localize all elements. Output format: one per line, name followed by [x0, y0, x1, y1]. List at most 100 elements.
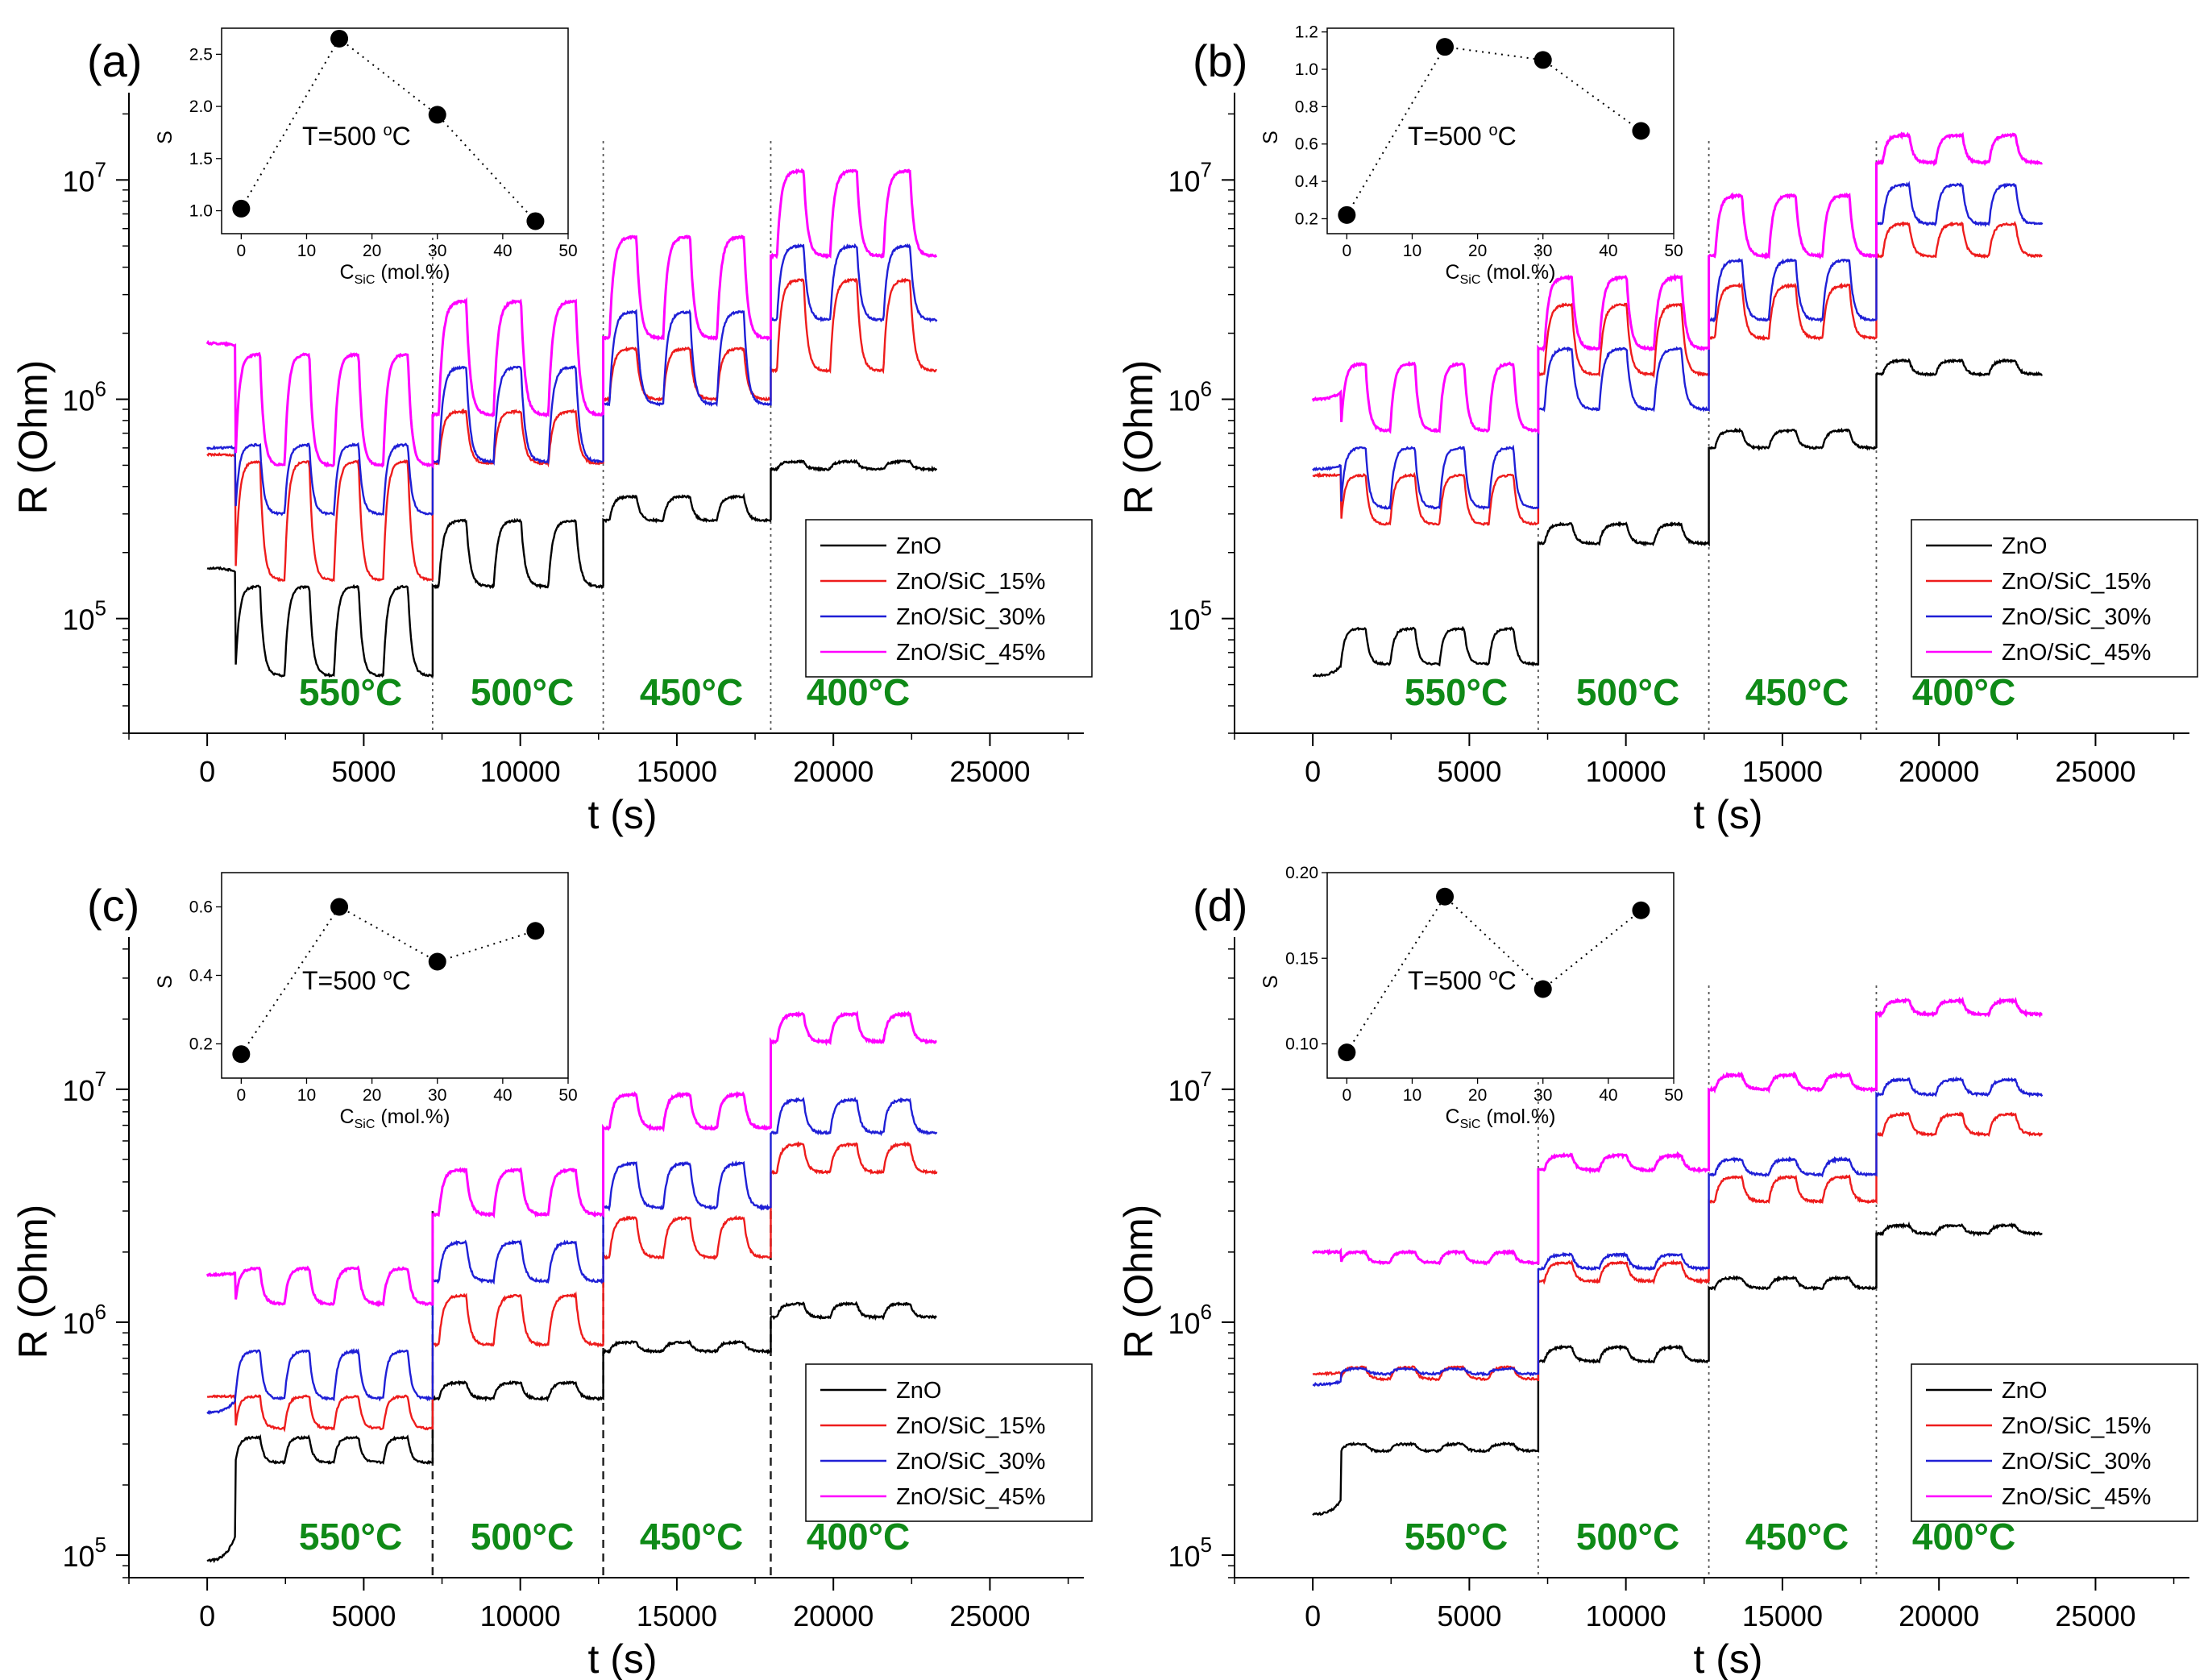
panel-label: (d) — [1193, 880, 1247, 931]
inset-x-tick-label: 30 — [1533, 242, 1552, 260]
x-tick-label: 20000 — [1899, 755, 1979, 788]
inset-data-point — [1338, 1043, 1356, 1062]
y-tick-exponent: 5 — [1201, 596, 1212, 620]
y-axis-title: R (Ohm) — [1116, 1205, 1161, 1359]
y-tick-mantissa: 10 — [1168, 1540, 1200, 1573]
legend: ZnO ZnO/SiC_15% ZnO/SiC_30% ZnO/SiC_45% — [1911, 1363, 2198, 1522]
x-tick-label: 10000 — [480, 1599, 561, 1632]
panel-label: (c) — [87, 880, 139, 931]
y-tick-label: 105 — [1168, 1533, 1212, 1573]
legend-label: ZnO/SiC_30% — [896, 1449, 1045, 1475]
temperature-label: 550°C — [299, 1516, 402, 1558]
inset-y-tick-label: 1.0 — [1295, 60, 1318, 79]
legend-label: ZnO/SiC_15% — [2002, 569, 2151, 595]
x-tick-label: 20000 — [1899, 1599, 1979, 1632]
series-line-zno-sic-45- — [205, 168, 938, 470]
inset-data-point — [232, 1045, 251, 1064]
x-tick-label: 10000 — [1586, 755, 1666, 788]
inset-x-title-sub: SiC — [355, 273, 376, 287]
inset-annotation-main: T=500 — [1408, 966, 1489, 995]
y-tick-exponent: 6 — [95, 376, 106, 400]
legend-label: ZnO/SiC_15% — [2002, 1413, 2151, 1439]
y-tick-label: 105 — [62, 1533, 106, 1573]
y-tick-mantissa: 10 — [1168, 604, 1200, 637]
temperature-label: 400°C — [807, 1516, 910, 1558]
temperature-label: 400°C — [1912, 671, 2015, 713]
inset-annotation: T=500 oC — [302, 122, 411, 151]
x-tick-label: 25000 — [2055, 1599, 2135, 1632]
legend-label: ZnO/SiC_45% — [2002, 640, 2151, 666]
legend-label: ZnO — [2002, 1378, 2047, 1404]
legend-box — [1911, 1363, 2198, 1522]
inset-data-point — [1533, 980, 1552, 998]
inset-x-title-sub: SiC — [1460, 273, 1481, 287]
inset-connector — [240, 906, 536, 1055]
series-line-zno — [1312, 1221, 2043, 1516]
legend-label: ZnO/SiC_30% — [2002, 1449, 2151, 1475]
inset-y-tick-label: 0.8 — [1295, 97, 1318, 116]
inset-x-tick-label: 20 — [363, 242, 381, 260]
x-tick-label: 25000 — [949, 755, 1030, 788]
y-tick-mantissa: 10 — [62, 1307, 94, 1340]
legend-label: ZnO/SiC_15% — [896, 1413, 1045, 1439]
inset-x-tick-label: 40 — [493, 242, 512, 260]
inset-x-tick-label: 10 — [297, 1086, 316, 1105]
inset-y-tick-label: 0.15 — [1285, 949, 1318, 968]
inset-data-point — [330, 29, 349, 48]
y-tick-exponent: 6 — [1201, 1300, 1212, 1324]
legend-label: ZnO — [2002, 533, 2047, 559]
y-axis-title: R (Ohm) — [1116, 360, 1161, 515]
legend-label: ZnO/SiC_30% — [896, 604, 1045, 630]
inset-data-point — [330, 898, 349, 916]
y-tick-exponent: 7 — [95, 1067, 106, 1091]
temperature-label: 450°C — [640, 1516, 743, 1558]
inset-y-tick-label: 1.2 — [1295, 23, 1318, 42]
x-tick-label: 5000 — [1437, 755, 1501, 788]
inset-x-title-rest: (mol.%) — [375, 1105, 450, 1128]
inset-connector — [1346, 46, 1641, 216]
series-line-zno — [206, 1300, 937, 1564]
y-tick-label: 107 — [1168, 157, 1212, 197]
inset-x-title-rest: (mol.%) — [375, 261, 450, 284]
y-tick-label: 106 — [1168, 376, 1212, 417]
inset-y-axis-title: S — [1260, 975, 1282, 989]
temperature-label: 550°C — [1405, 1516, 1508, 1558]
inset-x-tick-label: 10 — [1403, 242, 1421, 260]
x-tick-label: 15000 — [637, 755, 717, 788]
inset-data-point — [1632, 901, 1650, 919]
y-tick-label: 107 — [62, 157, 106, 197]
inset-x-tick-label: 40 — [1599, 1086, 1617, 1105]
x-tick-label: 0 — [1305, 755, 1321, 788]
inset-x-tick-label: 10 — [1403, 1086, 1421, 1105]
inset-frame — [1326, 872, 1675, 1079]
inset-annotation-degree: o — [384, 122, 392, 139]
inset-x-tick-label: 0 — [236, 1086, 246, 1105]
legend-label: ZnO/SiC_15% — [896, 569, 1045, 595]
inset-frame — [1326, 27, 1675, 234]
temperature-label: 550°C — [1405, 671, 1508, 713]
inset-x-tick-label: 40 — [493, 1086, 512, 1105]
series-line-zno-sic-30- — [206, 243, 938, 516]
y-tick-mantissa: 10 — [1168, 1074, 1200, 1107]
x-axis-title: t (s) — [1693, 1636, 1762, 1680]
inset-y-tick-label: 1.0 — [189, 202, 213, 221]
legend-label: ZnO/SiC_30% — [2002, 604, 2151, 630]
inset-frame — [221, 872, 569, 1079]
inset-annotation-main: T=500 — [1408, 122, 1489, 151]
y-tick-mantissa: 10 — [1168, 1307, 1200, 1340]
inset-annotation-main: T=500 — [302, 966, 384, 995]
inset-x-tick-label: 50 — [558, 242, 577, 260]
inset-x-tick-label: 50 — [1664, 242, 1683, 260]
inset-x-title-main: C — [1446, 1105, 1460, 1128]
temperature-label: 500°C — [471, 671, 574, 713]
inset-y-tick-label: 0.6 — [1295, 135, 1318, 154]
inset-annotation-degree: o — [384, 966, 392, 984]
x-tick-label: 25000 — [2055, 755, 2135, 788]
y-tick-mantissa: 10 — [62, 164, 94, 197]
inset-x-axis-title: CSiC (mol.%) — [340, 261, 450, 287]
temperature-label: 450°C — [1745, 671, 1849, 713]
